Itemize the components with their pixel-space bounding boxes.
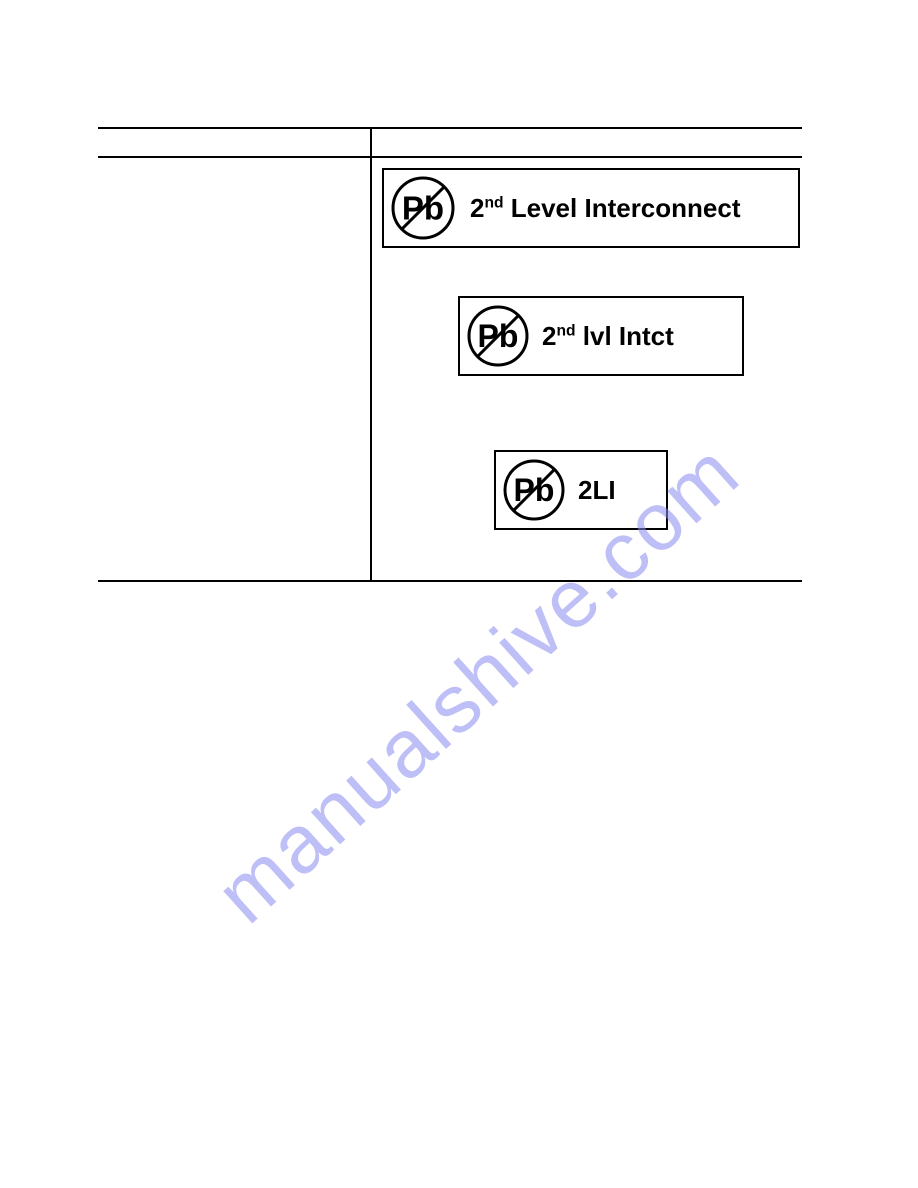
badge-2: Pb 2nd lvl Intct [458, 296, 744, 376]
badge-text-pre: 2 [542, 321, 556, 351]
badge-1: Pb 2nd Level Interconnect [382, 168, 800, 248]
badge-text-pre: 2 [470, 193, 484, 223]
badge-text-sup: nd [484, 194, 503, 211]
badge-label: 2nd Level Interconnect [470, 194, 741, 223]
badge-text-post: Level Interconnect [504, 193, 741, 223]
badge-3: Pb 2LI [494, 450, 668, 530]
pb-free-icon: Pb [466, 304, 530, 368]
watermark: manualshive.com [199, 425, 758, 942]
pb-free-icon: Pb [390, 175, 456, 241]
badge-label: 2LI [578, 476, 616, 505]
table-header-rule [98, 156, 802, 158]
badge-text-sup: nd [556, 322, 575, 339]
table-top-rule [98, 127, 802, 129]
pb-free-icon: Pb [502, 458, 566, 522]
table-column-divider [370, 127, 372, 582]
badge-label: 2nd lvl Intct [542, 322, 674, 351]
badge-text-post: 2LI [578, 475, 616, 505]
document-page: Pb 2nd Level Interconnect Pb 2nd lvl Int… [0, 0, 918, 1188]
badge-text-post: lvl Intct [576, 321, 674, 351]
table-bottom-rule [98, 580, 802, 582]
